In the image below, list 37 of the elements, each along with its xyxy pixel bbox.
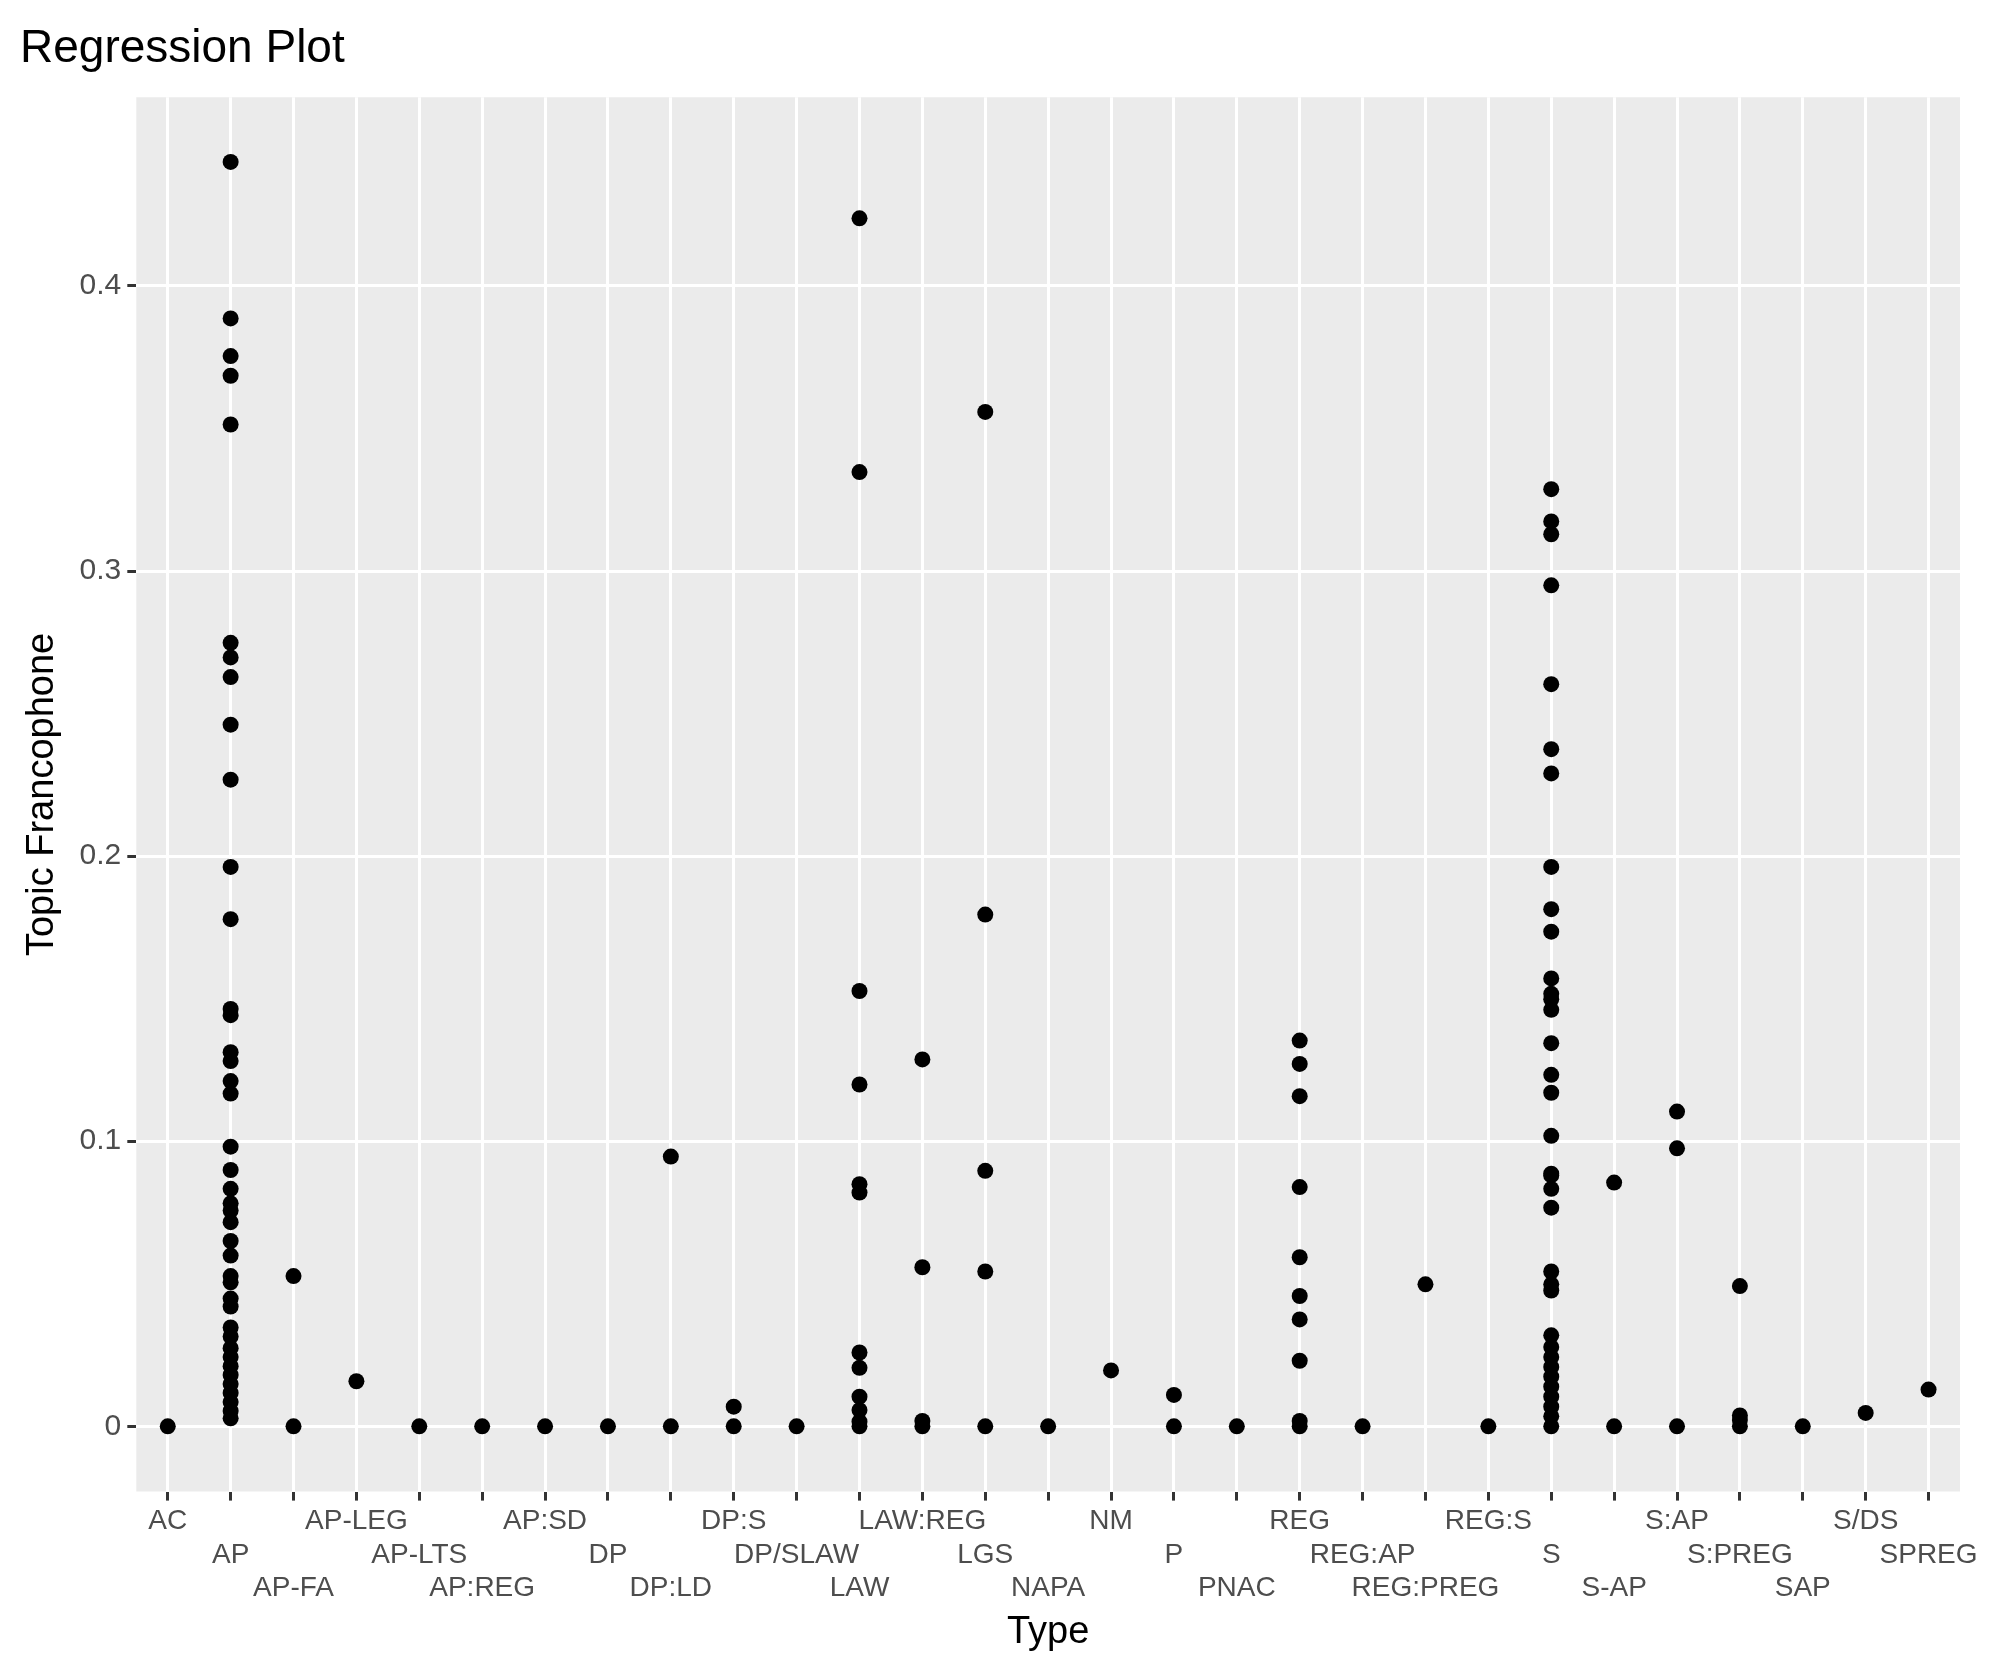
x-tick-label: NAPA xyxy=(1011,1571,1086,1603)
x-tick-label: DP:LD xyxy=(629,1571,713,1603)
x-tick-label: AC xyxy=(148,1504,188,1536)
x-tick-label: REG xyxy=(1269,1504,1331,1536)
x-tick-label: NM xyxy=(1089,1504,1133,1536)
x-tick-label: S xyxy=(1541,1537,1561,1569)
y-tick-label: 0 xyxy=(104,1407,122,1441)
x-tick-label: REG:AP xyxy=(1309,1537,1416,1569)
y-axis-title: Topic Francophone xyxy=(19,632,62,957)
x-tick-label: S:AP xyxy=(1645,1504,1709,1536)
x-tick-label: SAP xyxy=(1774,1571,1831,1603)
x-tick-label: AP:SD xyxy=(503,1504,588,1536)
x-tick-label: AP-LTS xyxy=(371,1537,468,1569)
chart-title: Regression Plot xyxy=(20,20,345,73)
x-tick-label: SPREG xyxy=(1879,1537,1978,1569)
y-tick-label: 0.4 xyxy=(79,267,122,301)
x-tick-label: DP/SLAW xyxy=(734,1537,860,1569)
x-tick-label: PNAC xyxy=(1197,1571,1276,1603)
x-tick-label: LAW:REG xyxy=(858,1504,987,1536)
y-tick-label: 0.1 xyxy=(79,1122,122,1156)
y-tick-label: 0.2 xyxy=(79,837,122,871)
x-axis-title: Type xyxy=(1006,1608,1090,1651)
y-tick-label: 0.3 xyxy=(79,552,122,586)
x-tick-label: AP-LEG xyxy=(305,1504,408,1536)
x-tick-label: S-AP xyxy=(1581,1571,1647,1603)
x-tick-label: P xyxy=(1164,1537,1184,1569)
x-tick-label: LAW xyxy=(829,1571,890,1603)
x-tick-label: DP:S xyxy=(701,1504,767,1536)
x-tick-label: REG:PREG xyxy=(1351,1571,1500,1603)
x-tick-label: LGS xyxy=(957,1537,1014,1569)
x-tick-label: AP xyxy=(211,1537,250,1569)
x-tick-label: AP:REG xyxy=(429,1571,536,1603)
x-tick-label: S/DS xyxy=(1832,1504,1899,1536)
x-tick-label: AP-FA xyxy=(253,1571,335,1603)
x-tick-label: S:PREG xyxy=(1686,1537,1793,1569)
x-tick-label: REG:S xyxy=(1444,1504,1532,1536)
x-tick-label: DP xyxy=(588,1537,628,1569)
